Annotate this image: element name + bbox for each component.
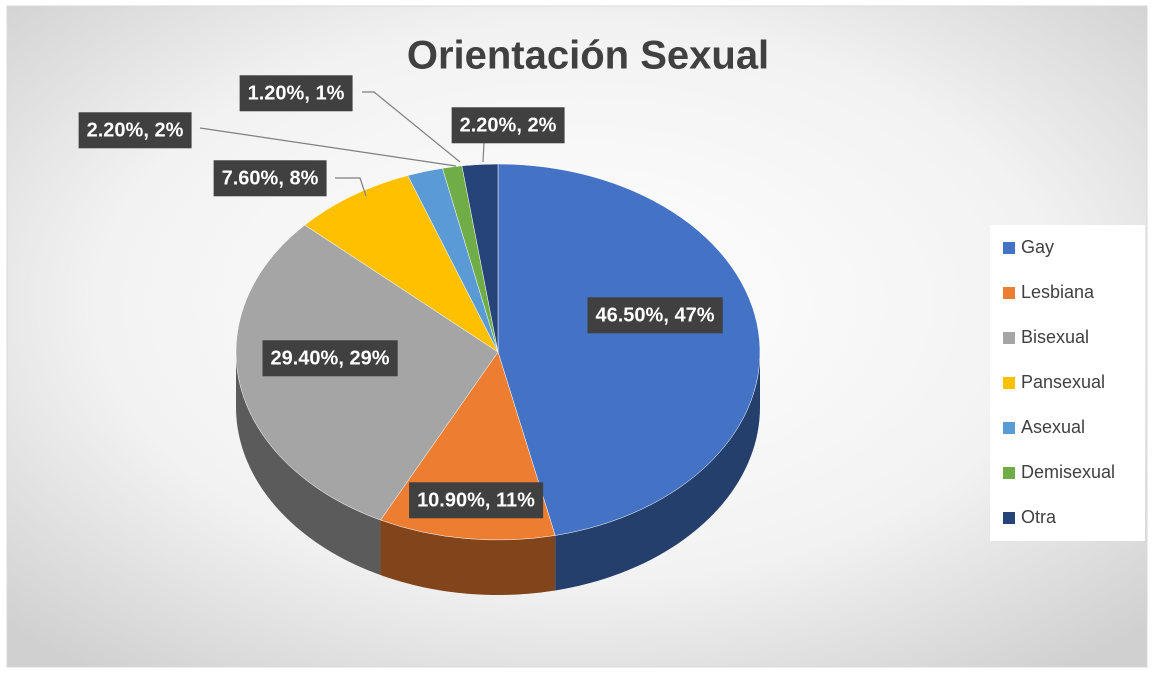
legend-label: Demisexual xyxy=(1021,462,1115,482)
legend-swatch xyxy=(1003,242,1015,254)
data-label-box xyxy=(409,482,544,519)
data-label-box xyxy=(587,297,723,334)
data-label-box xyxy=(213,160,327,197)
slice xyxy=(497,163,761,536)
legend-swatch xyxy=(1003,512,1015,524)
legend-label: Gay xyxy=(1021,237,1054,257)
legend-swatch xyxy=(1003,377,1015,389)
leader-line xyxy=(482,141,485,163)
data-label-box xyxy=(239,75,353,112)
slice xyxy=(304,175,499,353)
legend-label: Pansexual xyxy=(1021,372,1105,392)
legend-box xyxy=(990,225,1145,541)
legend-swatch xyxy=(1003,467,1015,479)
data-label: 1.20%, 1% xyxy=(248,82,345,104)
legend-swatch xyxy=(1003,287,1015,299)
data-label: 2.20%, 2% xyxy=(460,114,557,136)
legend-swatch xyxy=(1003,422,1015,434)
leader-line xyxy=(362,91,461,163)
data-label: 7.60%, 8% xyxy=(222,167,319,189)
legend-label: Asexual xyxy=(1021,417,1085,437)
data-label: 2.20%, 2% xyxy=(87,119,184,141)
data-label: 10.90%, 11% xyxy=(417,489,535,511)
slice xyxy=(461,163,499,353)
chart-title: Orientación Sexual xyxy=(407,34,769,78)
leader-line xyxy=(335,177,367,197)
legend-label: Lesbiana xyxy=(1021,282,1095,302)
legend-label: Bisexual xyxy=(1021,327,1089,347)
slice-side xyxy=(380,520,556,595)
legend-swatch xyxy=(1003,332,1015,344)
slice-side xyxy=(555,352,760,591)
data-label-box xyxy=(262,340,398,377)
data-label: 46.50%, 47% xyxy=(596,304,715,326)
data-label-box xyxy=(78,112,192,149)
data-label: 29.40%, 29% xyxy=(271,347,390,369)
data-label-box xyxy=(451,107,565,144)
leader-line xyxy=(199,127,457,167)
legend-label: Otra xyxy=(1021,507,1057,527)
slice-side xyxy=(236,352,381,576)
